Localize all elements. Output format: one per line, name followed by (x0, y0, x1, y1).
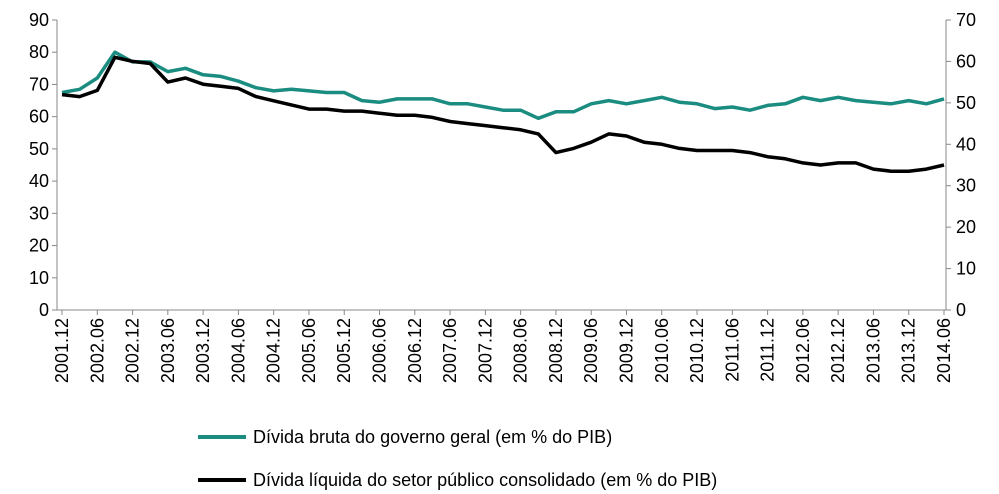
x-tick-label: 2003.06 (158, 318, 178, 383)
x-tick-label: 2003.12 (193, 318, 213, 383)
y-tick-label: 50 (29, 139, 49, 159)
y-tick-label: 60 (29, 107, 49, 127)
y2-tick-label: 10 (956, 259, 976, 279)
x-tick-label: 2009.06 (581, 318, 601, 383)
line-series (61, 55, 945, 173)
x-tick-label: 2010.12 (687, 318, 707, 383)
y-tick-label: 10 (29, 268, 49, 288)
x-tick-label: 2006.06 (370, 318, 390, 383)
y-tick-label: 30 (29, 203, 49, 223)
y2-tick-label: 40 (956, 134, 976, 154)
x-tick-label: 2009.12 (616, 318, 636, 383)
x-tick-label: 2008.12 (546, 318, 566, 383)
x-tick-label: 2007.12 (475, 318, 495, 383)
x-tick-label: 2013.12 (899, 318, 919, 383)
y2-tick-label: 30 (956, 176, 976, 196)
x-tick-label: 2002.06 (87, 318, 107, 383)
y-tick-label: 20 (29, 236, 49, 256)
y2-tick-label: 0 (956, 300, 966, 320)
x-tick-label: 2012.12 (828, 318, 848, 383)
x-tick-label: 2008.06 (511, 318, 531, 383)
x-tick-label: 2005.12 (334, 318, 354, 383)
x-tick-label: 2004.12 (264, 318, 284, 383)
y2-tick-label: 70 (956, 10, 976, 30)
y-tick-label: 70 (29, 74, 49, 94)
x-tick-label: 2011.06 (722, 318, 742, 382)
x-tick-label: 2001.12 (52, 318, 72, 383)
y-tick-label: 0 (39, 300, 49, 320)
legend-label: Dívida líquida do setor público consolid… (253, 470, 717, 490)
x-tick-label: 2007.06 (440, 318, 460, 383)
x-tick-label: 2004.06 (228, 318, 248, 383)
line-series (61, 50, 945, 121)
x-tick-label: 2011.12 (758, 318, 778, 382)
x-tick-label: 2005.06 (299, 318, 319, 383)
y2-tick-label: 20 (956, 217, 976, 237)
x-tick-label: 2014.06 (934, 318, 954, 383)
x-tick-label: 2010.06 (652, 318, 672, 383)
x-tick-label: 2002.12 (123, 318, 143, 383)
x-tick-label: 2012.06 (793, 318, 813, 383)
x-tick-label: 2006.12 (405, 318, 425, 383)
x-tick-label: 2013.06 (863, 318, 883, 383)
y-tick-label: 40 (29, 171, 49, 191)
y-tick-label: 90 (29, 10, 49, 30)
y-tick-label: 80 (29, 42, 49, 62)
legend-label: Dívida bruta do governo geral (em % do P… (253, 427, 612, 447)
y2-tick-label: 50 (956, 93, 976, 113)
y2-tick-label: 60 (956, 51, 976, 71)
